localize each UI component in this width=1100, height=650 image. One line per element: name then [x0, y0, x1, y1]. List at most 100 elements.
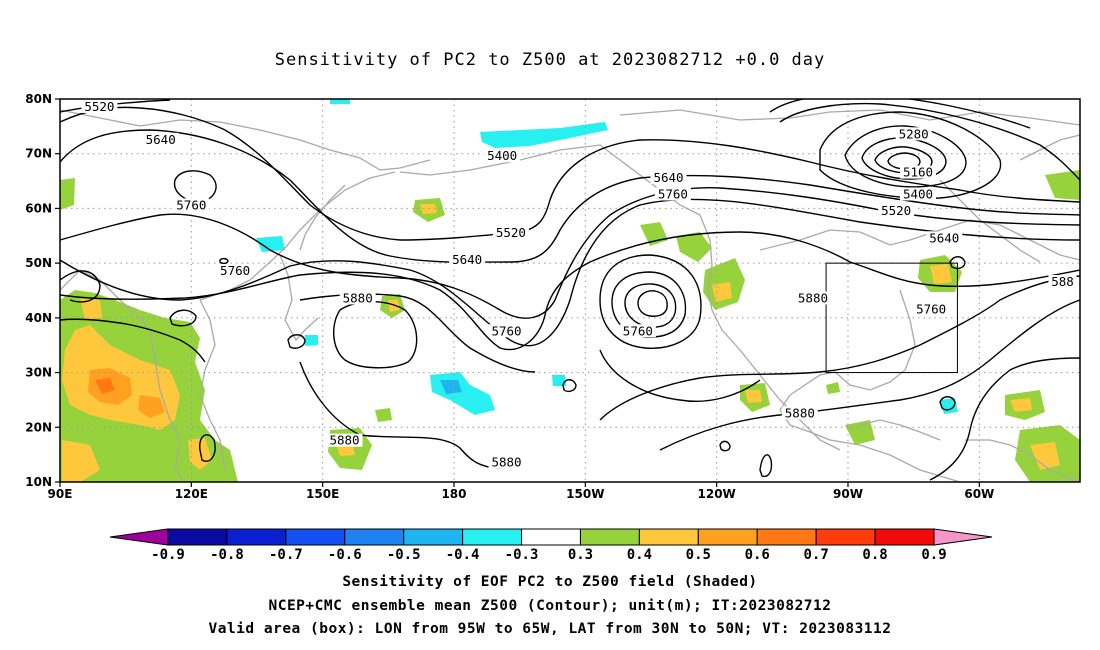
contour-label-bg — [173, 198, 210, 212]
lon-label: 180 — [441, 487, 466, 501]
lon-label: 90E — [48, 487, 73, 501]
caption-line-1: Sensitivity of EOF PC2 to Z500 field (Sh… — [342, 574, 758, 590]
plot-frame — [59, 98, 1081, 483]
colorbar-label: 0.9 — [921, 547, 946, 563]
lon-label: 150W — [566, 487, 604, 501]
lon-label: 150E — [306, 487, 339, 501]
lat-label: 50N — [25, 256, 52, 270]
lat-label: 10N — [25, 475, 52, 489]
contour-label: 5760 — [220, 263, 250, 278]
colorbar-swatch — [697, 528, 758, 546]
contour-label: 5760 — [623, 323, 653, 338]
valid-area-box — [825, 262, 958, 374]
contour-label: 5760 — [658, 186, 688, 201]
contour-label: 5400 — [903, 186, 933, 201]
contour-label: 5640 — [452, 252, 482, 267]
colorbar-swatch — [226, 528, 287, 546]
contour-label-bg — [81, 99, 118, 113]
contour-label-bg — [619, 324, 656, 338]
chart-title: Sensitivity of PC2 to Z500 at 2023082712… — [274, 50, 826, 70]
lat-label: 40N — [25, 311, 52, 325]
contour-label: 5880 — [798, 290, 828, 305]
contour-label: 5160 — [903, 165, 933, 180]
contour-label: 5880 — [491, 455, 521, 470]
caption-line-2: NCEP+CMC ensemble mean Z500 (Contour); u… — [268, 598, 832, 614]
lat-lon-grid — [60, 99, 1080, 482]
colorbar-label: -0.4 — [446, 547, 480, 563]
lon-label: 60W — [964, 487, 994, 501]
colorbar-label: -0.5 — [387, 547, 421, 563]
contour-label-bg — [488, 324, 525, 338]
contour-label: 588 — [1051, 274, 1074, 289]
contour-label: 5760 — [176, 197, 206, 212]
contour-label-bg — [339, 291, 376, 305]
colorbar-swatch — [638, 528, 699, 546]
contour-label: 5760 — [916, 301, 946, 316]
colorbar-swatch — [756, 528, 817, 546]
contour-label: 5640 — [929, 230, 959, 245]
contour-label: 5880 — [329, 433, 359, 448]
contour-label-bg — [900, 187, 937, 201]
contour-label: 5280 — [899, 126, 929, 141]
contour-label-bg — [217, 264, 254, 278]
colorbar-right-triangle — [933, 528, 993, 546]
colorbar-label: -0.7 — [269, 547, 303, 563]
contour-label-bg — [484, 149, 521, 163]
contour-label-bg — [794, 291, 831, 305]
contour-label-bg — [1048, 275, 1077, 289]
colorbar-swatch — [285, 528, 346, 546]
colorbar-swatch — [521, 528, 581, 546]
contour-label-bg — [449, 253, 486, 267]
lon-label: 90W — [833, 487, 863, 501]
contour-label: 5520 — [84, 99, 114, 114]
colorbar-label: -0.6 — [328, 547, 362, 563]
contour-label-bg — [913, 302, 950, 316]
contour-label-bg — [650, 171, 687, 185]
colorbar-label: -0.3 — [505, 547, 539, 563]
colorbar-label: 0.5 — [686, 547, 711, 563]
contour-label: 5520 — [496, 225, 526, 240]
colorbar-swatch — [344, 528, 405, 546]
colorbar-label: -0.9 — [151, 547, 185, 563]
lat-label: 70N — [25, 147, 52, 161]
colorbar-label: -0.8 — [210, 547, 244, 563]
contour-label-bg — [926, 231, 963, 245]
colorbar-label: 0.8 — [862, 547, 887, 563]
colorbar-swatch — [403, 528, 464, 546]
lat-label: 80N — [25, 92, 52, 106]
contour-label: 5640 — [653, 170, 683, 185]
colorbar-label: 0.7 — [804, 547, 829, 563]
axis-labels: 90E 120E 150E 180 150W 120W 90W 60W 80N 70N 60N 50N… — [25, 92, 994, 501]
lat-label: 60N — [25, 201, 52, 215]
colorbar-left-triangle — [109, 528, 169, 546]
lon-label: 120W — [698, 487, 736, 501]
colorbar-label: 0.4 — [627, 547, 652, 563]
colorbar: -0.9 -0.8 -0.7 -0.6 -0.5 -0.4 -0.3 0.3 0.4 0.5 0.6… — [109, 528, 993, 563]
contour-label: 5880 — [785, 405, 815, 420]
contour-label-bg — [654, 187, 691, 201]
contour-label: 5760 — [491, 323, 521, 338]
lon-label: 120E — [175, 487, 208, 501]
colorbar-swatch — [874, 528, 935, 546]
contour-label-bg — [781, 406, 818, 420]
contour-label-bg — [326, 433, 363, 447]
contour-label-bg — [492, 225, 529, 239]
colorbar-label: 0.3 — [568, 547, 593, 563]
contour-label-bg — [900, 165, 937, 179]
colorbar-swatch — [462, 528, 523, 546]
contour-label: 5400 — [487, 148, 517, 163]
sensitivity-shading — [60, 99, 1080, 482]
colorbar-label: 0.6 — [745, 547, 770, 563]
colorbar-swatch — [579, 528, 640, 546]
lat-label: 20N — [25, 420, 52, 434]
contour-label: 5640 — [146, 132, 176, 147]
contour-label-bg — [878, 203, 915, 217]
contour-label: 5880 — [343, 290, 373, 305]
lat-label: 30N — [25, 366, 52, 380]
colorbar-swatch — [167, 528, 228, 546]
caption-line-3: Valid area (box): LON from 95W to 65W, L… — [208, 621, 892, 637]
colorbar-swatch — [815, 528, 876, 546]
contour-label-bg — [895, 127, 932, 141]
